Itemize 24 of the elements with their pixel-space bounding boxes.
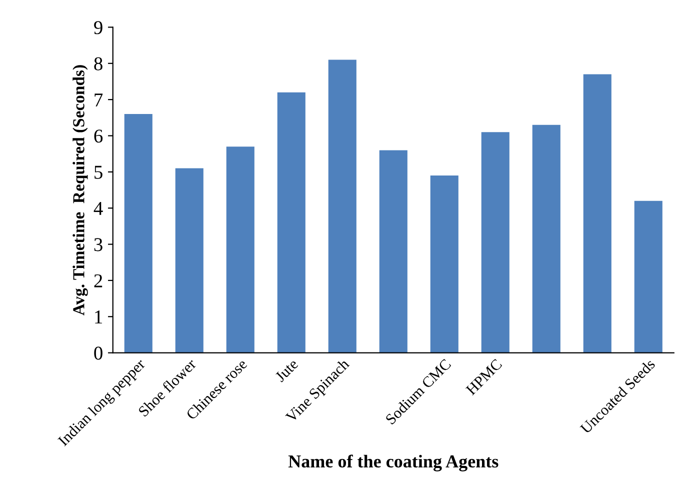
y-tick-label: 3 <box>94 238 102 252</box>
y-tick-label: 2 <box>94 274 102 288</box>
bar <box>481 132 510 353</box>
bar <box>328 60 356 353</box>
x-axis-title: Name of the coating Agents <box>288 454 498 472</box>
y-tick-label: 1 <box>95 310 102 324</box>
bar <box>277 92 306 353</box>
y-tick-label: 6 <box>94 130 103 143</box>
bar <box>124 114 152 353</box>
x-tick-label: Jute <box>274 358 299 382</box>
bar <box>532 124 560 353</box>
bar <box>634 200 662 353</box>
y-tick-label: 9 <box>94 21 102 34</box>
bar <box>379 150 408 353</box>
y-tick-label: 8 <box>94 57 102 70</box>
y-axis-title: Avg. Timetime Required (Seconds) <box>72 65 88 316</box>
bar <box>226 146 254 353</box>
y-tick-label: 4 <box>94 202 103 215</box>
bar <box>175 168 204 353</box>
y-tick-label: 7 <box>94 94 103 106</box>
y-tick-label: 5 <box>94 166 102 179</box>
y-tick-label: 0 <box>94 346 102 360</box>
bar <box>430 176 458 353</box>
bar <box>583 74 612 353</box>
